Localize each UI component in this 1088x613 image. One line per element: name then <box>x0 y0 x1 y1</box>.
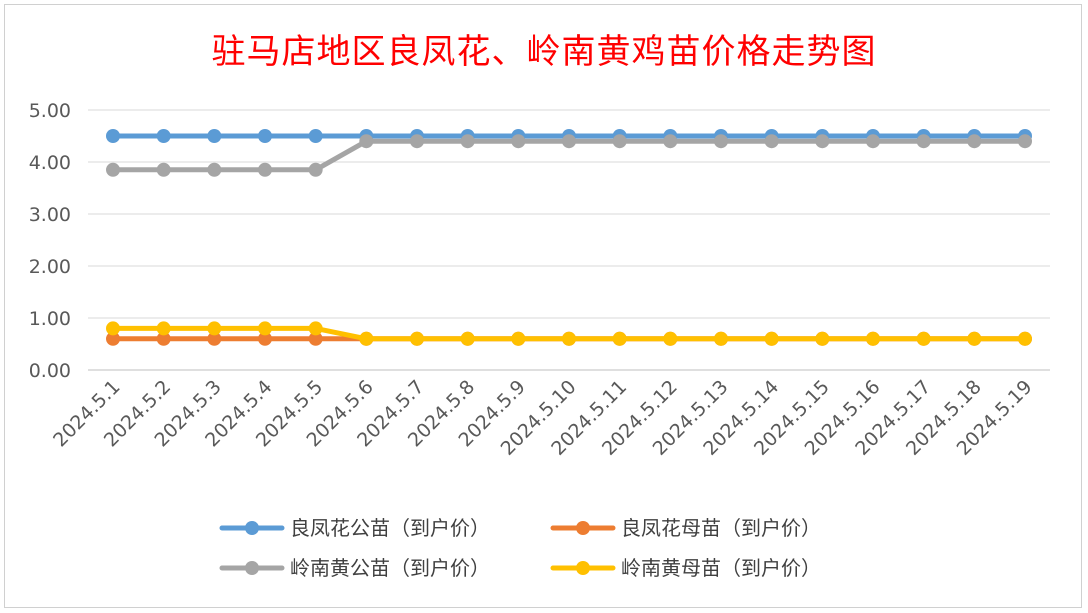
data-point <box>258 331 272 346</box>
series-3 <box>106 321 1032 346</box>
data-point <box>207 331 222 346</box>
data-point <box>562 134 576 149</box>
data-point <box>207 129 222 143</box>
data-point <box>106 321 120 336</box>
data-point <box>866 331 880 346</box>
data-point <box>815 331 830 346</box>
data-point <box>106 129 120 143</box>
legend-item: 良凤花母苗（到户价） <box>550 516 821 540</box>
gridlines <box>88 109 1050 371</box>
data-point <box>258 129 272 143</box>
data-point <box>460 134 475 149</box>
legend-marker <box>576 521 590 535</box>
data-point <box>308 321 323 336</box>
data-point <box>714 331 728 346</box>
data-point <box>612 134 627 149</box>
data-point <box>663 134 678 149</box>
y-tick-label: 4.00 <box>29 152 71 174</box>
data-point <box>663 331 678 346</box>
data-point <box>106 331 120 346</box>
y-tick-label: 3.00 <box>29 204 71 226</box>
series-layer <box>106 129 1032 346</box>
y-tick-label: 5.00 <box>29 100 71 122</box>
x-axis-ticks: 2024.5.12024.5.22024.5.32024.5.42024.5.5… <box>49 376 1036 460</box>
data-point <box>156 162 171 177</box>
data-point <box>714 134 728 149</box>
data-point <box>359 331 374 346</box>
chart-title: 驻马店地区良凤花、岭南黄鸡苗价格走势图 <box>211 32 877 72</box>
data-point <box>764 331 779 346</box>
legend-label: 良凤花母苗（到户价） <box>621 516 821 540</box>
data-point <box>916 331 931 346</box>
data-point <box>815 134 830 149</box>
y-tick-label: 2.00 <box>29 256 71 278</box>
data-point <box>410 134 424 149</box>
data-point <box>460 331 475 346</box>
data-point <box>258 162 272 177</box>
data-point <box>764 134 779 149</box>
legend-marker <box>576 561 590 575</box>
chart-frame <box>4 4 1082 608</box>
data-point <box>1018 331 1032 346</box>
legend: 良凤花公苗（到户价） 良凤花母苗（到户价） 岭南黄公苗（到户价） 岭南黄母苗（到户价） <box>219 516 821 580</box>
legend-item: 岭南黄公苗（到户价） <box>219 556 490 580</box>
y-tick-label: 0.00 <box>29 360 71 382</box>
data-point <box>359 134 374 149</box>
data-point <box>967 331 982 346</box>
data-point <box>916 134 931 149</box>
series-2 <box>106 134 1032 177</box>
y-tick-label: 1.00 <box>29 308 71 330</box>
legend-marker <box>245 561 259 575</box>
data-point <box>511 134 526 149</box>
data-point <box>866 134 880 149</box>
data-point <box>207 162 222 177</box>
legend-label: 良凤花公苗（到户价） <box>290 516 490 540</box>
data-point <box>308 331 323 346</box>
data-point <box>308 129 323 143</box>
data-point <box>308 162 323 177</box>
data-point <box>156 321 171 336</box>
data-point <box>156 331 171 346</box>
legend-label: 岭南黄公苗（到户价） <box>290 556 490 580</box>
data-point <box>562 331 576 346</box>
data-point <box>258 321 272 336</box>
data-point <box>511 331 526 346</box>
legend-marker <box>245 521 259 535</box>
data-point <box>156 129 171 143</box>
data-point <box>967 134 982 149</box>
data-point <box>207 321 222 336</box>
y-axis-ticks: 0.00 1.00 2.00 3.00 4.00 5.00 <box>29 100 71 382</box>
data-point <box>106 162 120 177</box>
legend-item: 岭南黄母苗（到户价） <box>550 556 821 580</box>
data-point <box>1018 134 1032 149</box>
legend-label: 岭南黄母苗（到户价） <box>621 556 821 580</box>
legend-item: 良凤花公苗（到户价） <box>219 516 490 540</box>
data-point <box>410 331 424 346</box>
data-point <box>612 331 627 346</box>
